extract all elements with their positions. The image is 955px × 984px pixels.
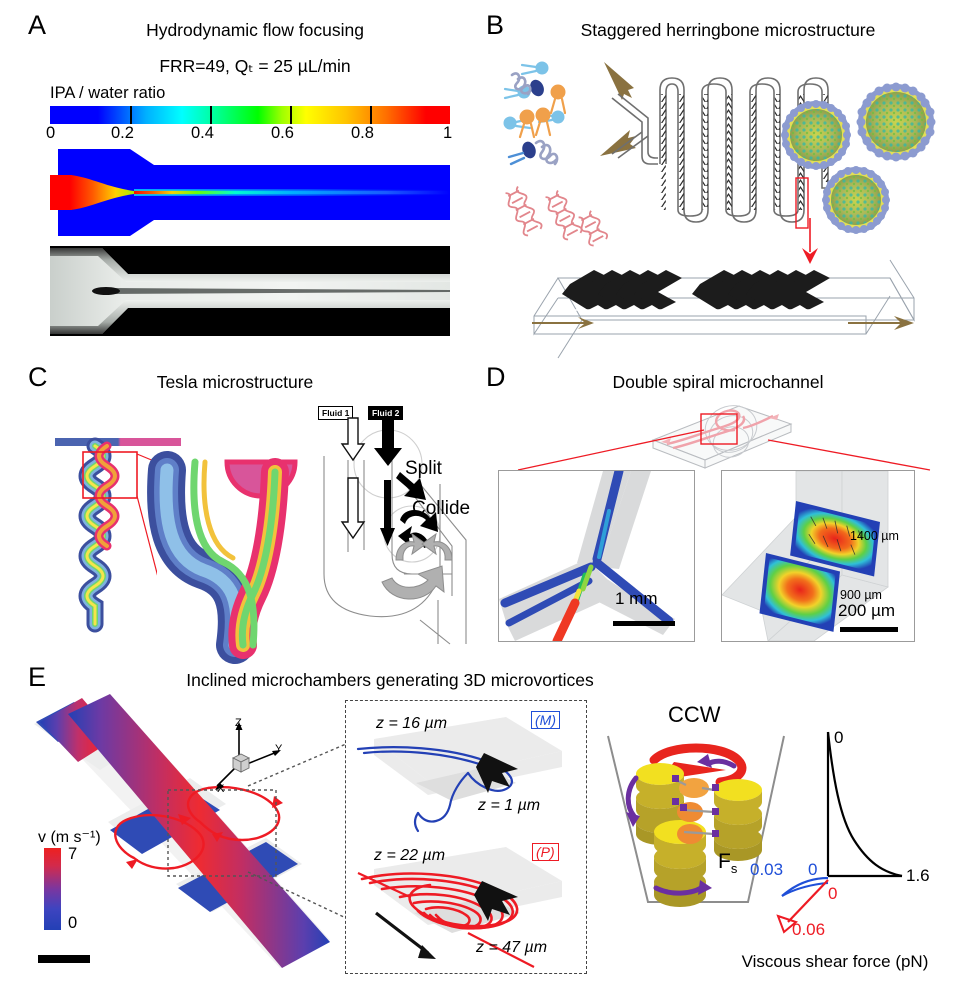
- panel-e-colorbar-caption: v (m s⁻¹): [38, 829, 101, 846]
- panel-c: C Tesla microstructure: [0, 352, 478, 664]
- svg-text:X: X: [217, 783, 225, 795]
- chart-annot-blue-max: 0.03: [750, 860, 784, 879]
- chart-annot-red-max: 0.06: [792, 920, 826, 939]
- panel-b-3d-herringbone-detail: [532, 259, 915, 359]
- panel-c-zoom-box: [82, 451, 138, 499]
- panel-e-3d-channel-render: [34, 694, 330, 968]
- panel-a-label: A: [28, 10, 47, 40]
- panel-d-left-scalebar-label: 1 mm: [615, 589, 658, 608]
- panel-b-nucleic-acid-icon: [505, 186, 609, 247]
- panel-b-detail-arrow-icon: [802, 218, 818, 264]
- panel-a-tick-0: 0: [46, 124, 56, 142]
- panel-b-lipid-molecules-icon: [503, 61, 567, 166]
- chart-annot-black-origin: 0: [834, 728, 844, 747]
- panel-d-right-scalebar: [840, 627, 898, 632]
- panel-d-left-scalebar: [613, 621, 675, 626]
- chart-annot-black-max: 1.6: [906, 866, 930, 885]
- panel-e-shear-force-chart: [776, 731, 903, 934]
- panel-b-label: B: [486, 10, 505, 40]
- panel-e-vortex-schematic: [607, 735, 785, 907]
- panel-c-title: Tesla microstructure: [156, 372, 314, 392]
- panel-d-section-label-1400: 1400 µm: [850, 529, 899, 543]
- panel-e-insets-frame: z = 16 µm z = 1 µm (M): [345, 700, 587, 974]
- panel-e-title: Inclined microchambers generating 3D mic…: [186, 670, 594, 690]
- panel-e-inset-M: [356, 717, 562, 833]
- colorbar-tick-mark: [130, 106, 132, 124]
- panel-a-tick-04: 0.4: [191, 124, 214, 142]
- panel-e-force-label: Fs: [718, 850, 737, 876]
- colorbar-tick-mark: [210, 106, 212, 124]
- panel-a-colorbar: [50, 106, 450, 124]
- panel-e-colorbar-max: 7: [68, 845, 78, 863]
- chart-annot-red-origin: 0: [828, 884, 838, 903]
- panel-d-chip-overview: [651, 405, 793, 469]
- panel-e: E Inclined microchambers generating 3D m…: [0, 652, 955, 984]
- panel-e-inset-P: [357, 847, 562, 968]
- chart-series-red: [787, 879, 829, 923]
- panel-d-label: D: [486, 362, 506, 392]
- panel-a-title: Hydrodynamic flow focusing: [146, 20, 364, 40]
- panel-c-fluid2-label: Fluid 2: [368, 406, 404, 420]
- panel-e-colorbar-min: 0: [68, 914, 78, 932]
- panel-c-split-collide-schematic: [323, 417, 467, 645]
- colorbar-tick-mark: [370, 106, 372, 124]
- panel-b-lipid-nanoparticles-icon: [781, 82, 936, 234]
- panel-b-title: Staggered herringbone microstructure: [580, 20, 876, 40]
- panel-d: D Double spiral microchannel: [478, 352, 955, 652]
- panel-a-experimental-image: [50, 246, 450, 336]
- panel-c-label: C: [28, 362, 48, 392]
- panel-e-inset-M-bottom-label: z = 1 µm: [478, 797, 541, 814]
- panel-e-inset-P-tag: (P): [532, 843, 559, 862]
- panel-e-chart-axis-label: Viscous shear force (pN): [741, 952, 929, 971]
- chart-series-black: [826, 731, 903, 878]
- panel-a-tick-1: 1: [443, 124, 453, 142]
- panel-e-inset-P-bottom-label: z = 47 µm: [476, 939, 548, 956]
- panel-d-left-inset: 1 mm: [498, 470, 695, 642]
- panel-a-subtitle: FRR=49, Qₜ = 25 µL/min: [159, 56, 351, 76]
- panel-a-tick-06: 0.6: [271, 124, 294, 142]
- panel-c-collide-label: Collide: [412, 498, 471, 519]
- panel-e-inset-M-tag: (M): [531, 711, 560, 730]
- panel-e-colorbar: [44, 848, 61, 930]
- panel-a-tick-08: 0.8: [351, 124, 374, 142]
- panel-a: A Hydrodynamic flow focusing FRR=49, Qₜ …: [0, 0, 478, 350]
- panel-c-split-label: Split: [405, 458, 442, 479]
- svg-text:Z: Z: [235, 717, 242, 729]
- panel-d-title: Double spiral microchannel: [612, 372, 824, 392]
- panel-e-axes-triad-icon: Z Y X: [215, 717, 283, 795]
- svg-text:Y: Y: [275, 743, 283, 755]
- panel-d-zoom-box: [700, 413, 738, 445]
- panel-e-label: E: [28, 662, 47, 692]
- panel-e-force-symbol: F: [718, 850, 731, 873]
- panel-c-tesla-cfd-zoom: [147, 451, 307, 664]
- panel-e-force-subscript: s: [730, 861, 738, 877]
- panel-c-tesla-cfd-overview: [55, 437, 196, 636]
- panel-e-inset-M-top-label: z = 16 µm: [376, 715, 448, 732]
- panel-e-scalebar: [38, 955, 90, 963]
- panel-e-ccw-label: CCW: [668, 702, 721, 727]
- colorbar-tick-mark: [290, 106, 292, 124]
- panel-b: B Staggered herringbone microstructure: [478, 0, 955, 359]
- panel-e-inset-P-top-label: z = 22 µm: [374, 847, 446, 864]
- panel-d-right-inset: 1400 µm 900 µm 200 µm: [721, 470, 915, 642]
- panel-a-tick-02: 0.2: [111, 124, 134, 142]
- panel-e-zoom-connector: [247, 743, 347, 919]
- panel-d-right-scalebar-label: 200 µm: [838, 601, 896, 620]
- panel-a-simulation-image: [50, 149, 450, 236]
- panel-d-section-label-900: 900 µm: [840, 588, 882, 602]
- panel-a-colorbar-caption: IPA / water ratio: [50, 84, 166, 102]
- chart-annot-blue-origin: 0: [808, 860, 818, 879]
- panel-e-zoom-box: [167, 789, 277, 877]
- panel-d-guide-lines: [517, 429, 931, 471]
- panel-b-detail-highlight-box: [795, 177, 809, 229]
- panel-c-fluid1-label: Fluid 1: [318, 406, 354, 420]
